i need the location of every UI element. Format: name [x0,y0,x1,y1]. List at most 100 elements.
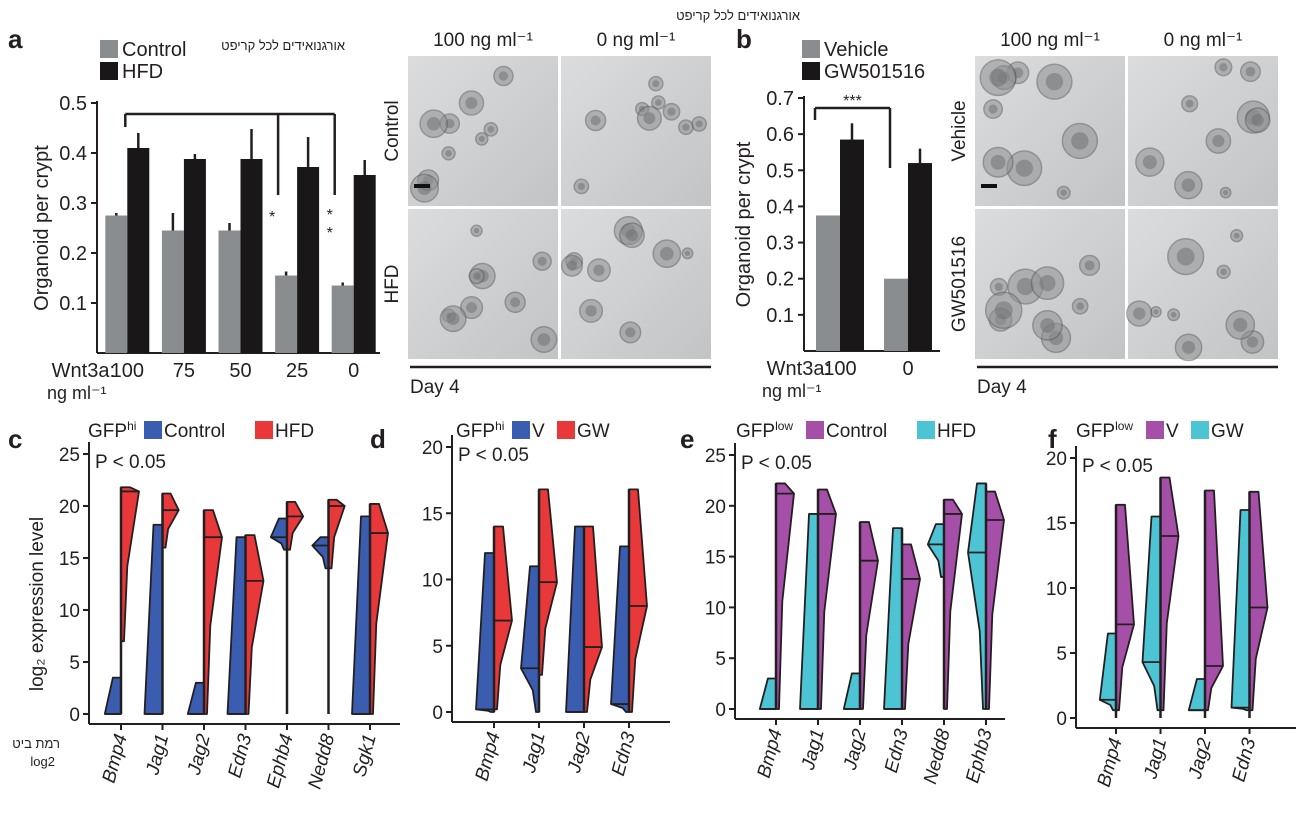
organoid-core [1181,178,1196,192]
organoid-core [510,297,521,308]
organoid-core [537,256,547,266]
organoid-core [1133,307,1146,320]
violin-half-control-Jag2 [859,521,879,710]
x-tick-label: Bmp4 [1094,736,1127,789]
y-tick-label: 0.1 [59,293,87,315]
y-tick-label: 15 [422,504,443,525]
p-value-label: P < 0.05 [95,452,166,473]
y-tick-label: 20 [59,497,80,518]
violin-half-control-Nedd8 [943,498,963,710]
x-axis-prefix: Wnt3a: [52,360,115,382]
micrograph-image [560,209,711,359]
bar-control-0 [331,285,354,353]
significance-label: * [327,207,333,224]
bar-control-75 [161,230,184,353]
x-tick-label: Nedd8 [920,726,955,786]
micrograph-column-label: 100 ng ml⁻¹ [1000,30,1100,51]
organoid-core [625,327,636,338]
organoid-core [1142,155,1157,170]
y-tick-label: 20 [705,497,726,518]
bar-control-100 [105,215,128,353]
legend-label-hfd: HFD [937,421,976,442]
organoid-core [417,181,432,195]
bar-vehicle-100 [816,215,840,351]
violin-half-gw-Edn3 [1230,509,1251,712]
x-tick-label: 50 [229,360,251,382]
legend-label-hfd: HFD [122,61,163,83]
organoid-core [426,116,441,131]
organoid-core [695,120,703,128]
bar-control-25 [275,275,298,353]
bar-hfd-50 [240,159,263,353]
y-tick-label: 0.3 [59,193,87,215]
x-tick-label: Ephb4 [263,732,298,791]
legend-swatch-hfd [100,62,118,80]
y-tick-label: 10 [59,601,80,622]
violin-half-v-Jag2 [565,525,585,713]
p-value-label: P < 0.05 [458,445,529,466]
organoid-core [487,126,495,133]
violin-half-hfd-Bmp4 [758,677,777,710]
legend: GFPlow Control HFD [736,419,976,442]
violin-half-control-Jag2 [186,681,205,715]
organoid-core [1076,302,1084,311]
legend-group-label: GFPhi [456,419,504,442]
y-axis-label: Organoid per crypt [733,141,755,307]
x-tick-label: Bmp4 [754,727,787,780]
y-tick-label: 5 [715,649,726,670]
violin-half-control-Jag1 [817,488,837,710]
violin-half-gw-Bmp4 [1098,632,1117,712]
x-tick-label: Jag2 [1185,735,1216,782]
micrograph-panel-b: 100 ng ml⁻¹ 0 ng ml⁻¹ Vehicle GW501516 Day 4 [949,30,1278,398]
violin-half-hfd-Jag1 [161,492,180,549]
organoid-core [1153,309,1159,315]
legend-label-gw501516: GW501516 [824,61,925,83]
organoid-core [988,104,998,114]
x-tick-label: Ephb3 [962,726,997,785]
violin-chart-f: GFPlow V GW 0 5 10 15 20 P < 0.05 Bmp4 Jag1 Jag2 Edn… [1046,419,1296,789]
legend-label-control: Control [164,421,225,442]
legend-swatch-v [1146,421,1164,439]
micrograph-row-label: Vehicle [949,100,970,161]
legend: GFPhi V GW [456,419,610,442]
violin-half-v-Jag2 [1204,489,1224,712]
y-axis-label: Organoid per crypt [31,145,53,311]
bar-hfd-25 [297,167,320,353]
x-tick-label: Bmp4 [472,730,505,783]
organoid-core [1212,134,1225,148]
organoid-core [1040,318,1055,333]
organoid-core [682,123,690,131]
x-tick-label: Nedd8 [305,731,340,791]
y-tick-label: 5 [69,653,80,674]
micrograph-image [561,56,711,206]
legend-swatch-vehicle [802,40,820,58]
legend-swatch-control [100,40,118,58]
violin-half-v-Jag1 [520,565,540,713]
y-tick-label: 15 [59,549,80,570]
violin-half-gw-Bmp4 [493,525,513,711]
organoid-core [1219,63,1228,72]
organoid-core [684,250,691,256]
micrograph-column-label: 0 ng ml⁻¹ [597,30,676,51]
x-tick-label: 25 [286,360,308,382]
p-value-label: P < 0.05 [741,453,812,474]
x-tick-label: Jag1 [798,727,829,773]
organoid-core [465,96,478,109]
y-tick-label: 5 [1056,644,1067,665]
legend-swatch-hfd [917,421,935,439]
x-tick-label: Edn3 [225,731,257,780]
x-tick-label: Bmp4 [99,732,132,785]
organoid-core [478,135,485,142]
legend-label-gw: GW [1211,421,1244,442]
significance-label: * [327,225,333,242]
violin-half-v-Edn3 [610,545,630,713]
organoid-core [990,154,1006,170]
legend-group-label: GFPhi [88,419,136,442]
panel-letter-f: f [1048,424,1057,454]
panel-letter-b: b [736,24,752,54]
y-tick-label: 20 [422,438,443,459]
annotation-hebrew-c-2: log2 [30,754,55,769]
x-axis-unit: ng ml⁻¹ [762,381,822,401]
